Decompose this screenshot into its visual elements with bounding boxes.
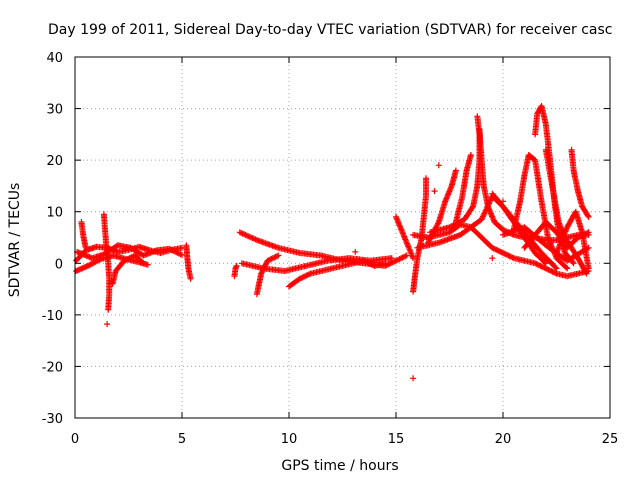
data-point xyxy=(474,113,481,120)
data-point xyxy=(140,260,147,267)
data-point xyxy=(542,265,549,272)
chart-title: Day 199 of 2011, Sidereal Day-to-day VTE… xyxy=(48,22,612,38)
data-point xyxy=(500,198,506,205)
data-point xyxy=(542,260,549,267)
data-point xyxy=(563,264,570,271)
data-point xyxy=(541,259,548,266)
data-point xyxy=(564,265,571,272)
data-point xyxy=(187,275,194,282)
data-point xyxy=(274,253,280,260)
data-point xyxy=(552,264,559,271)
data-point xyxy=(104,321,111,328)
data-point xyxy=(489,255,496,262)
data-point xyxy=(352,248,359,255)
tick-labels: 0 5 10 15 20 25 -30 -20 -10 0 10 20 30 40 xyxy=(42,51,619,447)
x-tick-label: 25 xyxy=(602,432,619,447)
x-tick-label: 10 xyxy=(281,432,298,447)
x-axis-label: GPS time / hours xyxy=(281,458,398,474)
data-point xyxy=(360,257,367,264)
data-point xyxy=(533,260,540,267)
data-point xyxy=(585,229,592,236)
x-tick-label: 0 xyxy=(71,432,79,447)
data-point xyxy=(431,188,438,195)
x-tick-label: 5 xyxy=(178,432,186,447)
data-point xyxy=(489,244,496,251)
data-point xyxy=(127,254,134,261)
y-tick-label: -30 xyxy=(42,412,63,427)
data-point xyxy=(410,375,417,382)
data-point xyxy=(452,167,459,174)
data-point xyxy=(271,254,278,261)
data-point xyxy=(423,175,429,182)
plot-frame xyxy=(74,56,611,419)
data-point xyxy=(538,263,545,270)
data-point xyxy=(570,260,577,267)
data-point xyxy=(268,255,275,262)
y-tick-label: 20 xyxy=(46,154,63,169)
data-point xyxy=(296,275,303,282)
data-point xyxy=(105,306,112,313)
data-point xyxy=(367,260,374,267)
x-tick-label: 15 xyxy=(388,432,405,447)
data-point xyxy=(139,259,146,266)
data-point xyxy=(585,265,592,272)
data-point xyxy=(403,252,410,259)
data-point xyxy=(553,265,560,272)
y-tick-label: 10 xyxy=(46,206,63,221)
data-point xyxy=(582,269,589,276)
data-point xyxy=(233,262,240,269)
data-point xyxy=(545,266,552,273)
data-point xyxy=(144,261,151,268)
data-point xyxy=(584,245,591,252)
data-point xyxy=(275,252,282,259)
axis-ticks xyxy=(74,56,611,419)
y-tick-label: -10 xyxy=(42,309,63,324)
data-points xyxy=(73,103,592,382)
data-point xyxy=(382,260,389,267)
data-point xyxy=(584,212,591,219)
data-point xyxy=(585,244,592,251)
y-tick-label: 30 xyxy=(46,103,63,118)
data-point xyxy=(435,162,442,169)
data-point xyxy=(469,204,476,211)
data-point xyxy=(82,244,89,251)
y-tick-label: 0 xyxy=(55,257,63,272)
data-point xyxy=(179,252,185,258)
data-point xyxy=(467,152,474,158)
data-point xyxy=(584,230,591,236)
y-tick-label: 40 xyxy=(46,51,63,66)
x-tick-label: 20 xyxy=(495,432,512,447)
data-point xyxy=(496,248,502,254)
data-point xyxy=(585,213,592,220)
data-point xyxy=(388,255,395,262)
y-axis-label: SDTVAR / TECUs xyxy=(7,183,23,298)
data-point xyxy=(583,270,590,277)
y-tick-label: -20 xyxy=(42,360,63,375)
